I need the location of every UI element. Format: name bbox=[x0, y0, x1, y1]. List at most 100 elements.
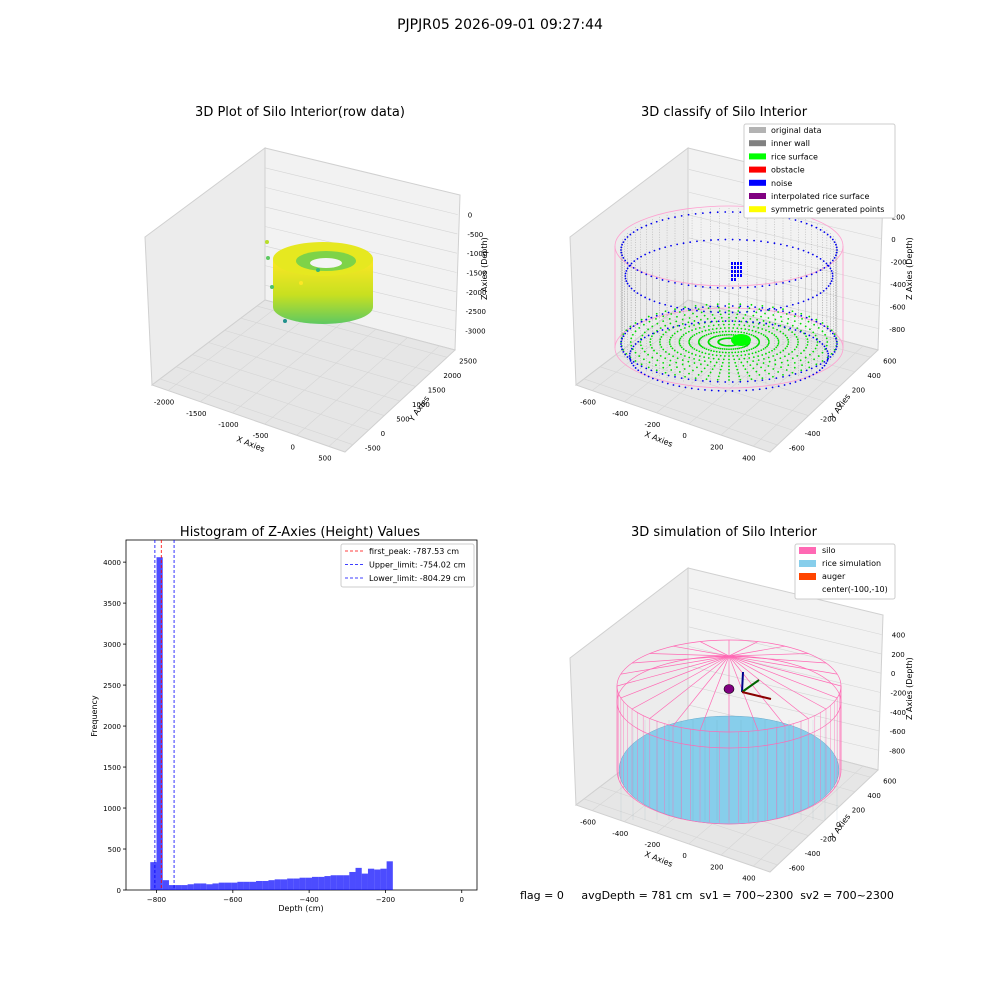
simulation-y-tick: -600 bbox=[789, 865, 805, 873]
histogram-bar bbox=[268, 880, 275, 890]
histogram-bar bbox=[150, 862, 157, 890]
histogram-bar bbox=[262, 880, 269, 890]
histogram-bar bbox=[355, 867, 362, 890]
simulation-x-tick: 400 bbox=[742, 874, 755, 882]
raw-x-tick: -500 bbox=[253, 432, 269, 440]
histogram-bar bbox=[156, 557, 163, 890]
histogram-y-tick: 2500 bbox=[103, 682, 121, 690]
simulation-axis-y bbox=[741, 679, 760, 693]
simulation-x-tick: -200 bbox=[644, 841, 660, 849]
histogram-bar bbox=[168, 885, 176, 890]
classify-legend-swatch bbox=[749, 179, 766, 186]
classify-y-axis-label: Y Axies bbox=[828, 392, 853, 422]
histogram-y-tick: 2000 bbox=[103, 723, 121, 731]
classify-legend-label: interpolated rice surface bbox=[771, 192, 869, 201]
classify-legend-label: original data bbox=[771, 126, 822, 135]
classify-legend-label: rice surface bbox=[771, 152, 818, 161]
classify-legend-label: obstacle bbox=[771, 166, 805, 175]
classify-z-tick: 200 bbox=[892, 213, 905, 221]
histogram-bar bbox=[361, 873, 368, 890]
classify-z-tick: -200 bbox=[891, 258, 907, 266]
histogram-legend: first_peak: -787.53 cm Upper_limit: -754.… bbox=[340, 543, 475, 588]
histogram-bar bbox=[274, 879, 281, 890]
simulation-x-tick: 0 bbox=[682, 852, 686, 860]
histogram-bar bbox=[249, 881, 257, 890]
classify-y-tick: -600 bbox=[789, 445, 805, 453]
histogram-bar bbox=[256, 880, 263, 890]
raw-y-axis-label: Y Axies bbox=[407, 394, 432, 424]
simulation-z-tick: 400 bbox=[892, 632, 905, 640]
raw-outlier-point bbox=[270, 285, 274, 289]
histogram-axes: −800 −600 −400 −200 0 0 500 1000 1500 2000 2500 300… bbox=[90, 539, 478, 913]
raw-y-tick: 0 bbox=[381, 430, 385, 438]
simulation-y-tick: -200 bbox=[820, 836, 836, 844]
simulation-legend-label: rice simulation bbox=[822, 559, 881, 568]
raw-3d-axes: -2000-1500-1000-5000500-5000500100015002… bbox=[144, 147, 489, 463]
raw-outlier-point bbox=[316, 268, 320, 272]
histogram-y-axis-label: Frequency bbox=[90, 695, 99, 737]
simulation-legend-label: center(-100,-10) bbox=[822, 585, 888, 594]
simulation-axis-x bbox=[741, 691, 772, 700]
raw-x-tick: -2000 bbox=[154, 399, 174, 407]
raw-tick-labels: -2000-1500-1000-5000500-5000500100015002… bbox=[154, 212, 487, 463]
simulation-silo-wireframe bbox=[616, 639, 842, 825]
classify-x-tick: -600 bbox=[580, 399, 596, 407]
classify-z-tick: -400 bbox=[890, 281, 906, 289]
histogram-bar bbox=[218, 882, 225, 890]
histogram-x-tick: −600 bbox=[223, 896, 242, 904]
raw-y-tick: 1000 bbox=[412, 401, 430, 409]
raw-z-tick: -3000 bbox=[465, 327, 485, 335]
simulation-y-tick: 0 bbox=[836, 821, 840, 829]
simulation-legend-label: auger bbox=[822, 572, 846, 581]
simulation-scene bbox=[616, 639, 842, 825]
simulation-legend-swatch bbox=[799, 573, 816, 580]
raw-z-tick: -1500 bbox=[467, 270, 487, 278]
simulation-panel-title: 3D simulation of Silo Interior bbox=[631, 525, 818, 540]
raw-y-tick: 500 bbox=[396, 416, 409, 424]
raw-z-tick: -500 bbox=[467, 231, 483, 239]
histogram-y-tick: 500 bbox=[108, 846, 121, 854]
raw-grid bbox=[159, 167, 458, 447]
histogram-bar bbox=[175, 885, 182, 890]
histogram-bar bbox=[324, 876, 331, 890]
simulation-legend-label: silo bbox=[822, 546, 836, 555]
histogram-bar bbox=[224, 882, 232, 890]
raw-y-tick: -500 bbox=[365, 445, 381, 453]
classify-y-tick: 200 bbox=[852, 386, 865, 394]
classify-legend-swatch bbox=[749, 127, 766, 133]
classify-legend-swatch bbox=[749, 153, 766, 160]
simulation-z-tick: -600 bbox=[890, 728, 906, 736]
histogram-bar bbox=[193, 883, 201, 890]
raw-z-tick: -2500 bbox=[466, 308, 486, 316]
histogram-x-tick: 0 bbox=[460, 896, 464, 904]
simulation-z-tick: 200 bbox=[891, 651, 904, 659]
simulation-x-tick: -400 bbox=[612, 830, 628, 838]
raw-outlier-point bbox=[265, 240, 269, 244]
classify-x-tick: 200 bbox=[710, 443, 723, 451]
classify-y-tick: -200 bbox=[820, 416, 836, 424]
simulation-z-axis-label: Z Axies (Depth) bbox=[905, 657, 914, 720]
simulation-x-tick: 200 bbox=[710, 863, 723, 871]
figure-title: PJPJR05 2026-09-01 09:27:44 bbox=[397, 17, 603, 33]
histogram-y-tick: 1500 bbox=[103, 764, 121, 772]
classify-noise bbox=[620, 211, 838, 392]
simulation-z-tick: -200 bbox=[891, 690, 907, 698]
classify-grid bbox=[583, 169, 882, 447]
histogram-bar bbox=[237, 881, 244, 890]
histogram-bar bbox=[162, 880, 169, 890]
histogram-bar bbox=[293, 878, 300, 890]
simulation-x-tick: -600 bbox=[580, 819, 596, 827]
histogram-bar bbox=[336, 875, 344, 890]
histogram-y-tick: 0 bbox=[117, 887, 121, 895]
histogram-bars bbox=[150, 557, 393, 890]
raw-y-tick: 1500 bbox=[428, 386, 446, 394]
classify-panel-title: 3D classify of Silo Interior bbox=[641, 105, 808, 120]
raw-z-tick: -1000 bbox=[467, 250, 487, 258]
raw-y-tick: 2500 bbox=[459, 357, 477, 365]
classify-legend-swatch bbox=[749, 166, 766, 173]
histogram-y-tick: 1000 bbox=[103, 805, 121, 813]
simulation-y-tick: 600 bbox=[883, 777, 896, 785]
classify-z-tick: -600 bbox=[890, 303, 906, 311]
classify-tick-labels: -600-400-2000200400-600-400-200020040060… bbox=[580, 213, 907, 462]
classify-rice-surface bbox=[620, 303, 838, 381]
